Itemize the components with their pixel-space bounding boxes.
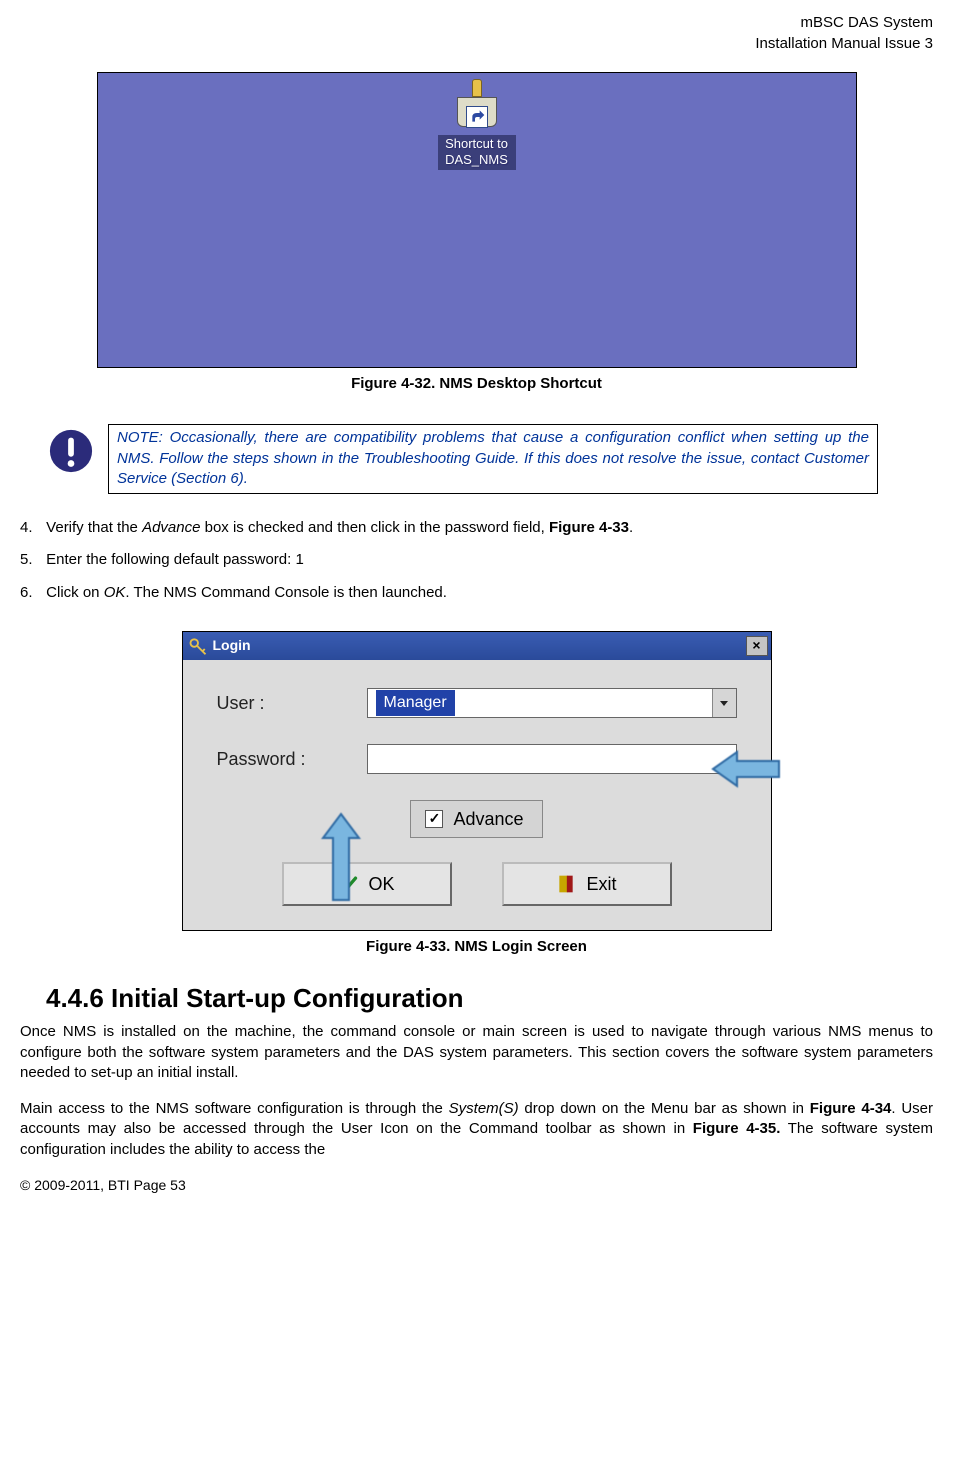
section-para-2: Main access to the NMS software configur…: [20, 1099, 933, 1160]
checkmark-icon: ✓: [429, 809, 441, 828]
step-4: 4. Verify that the Advance box is checke…: [20, 518, 933, 538]
login-titlebar: Login ×: [183, 632, 771, 660]
login-body: User : Manager Password : ✓ Advance: [183, 660, 771, 916]
user-selected-value: Manager: [376, 690, 455, 716]
advance-label: Advance: [453, 807, 523, 831]
shortcut-label-line2: DAS_NMS: [445, 152, 508, 167]
instruction-steps: 4. Verify that the Advance box is checke…: [20, 518, 933, 603]
step-5: 5. Enter the following default password:…: [20, 550, 933, 570]
das-nms-shortcut: Shortcut to DAS_NMS: [438, 79, 516, 170]
alert-icon: [48, 428, 94, 474]
shortcut-label-line1: Shortcut to: [445, 136, 508, 151]
login-title: Login: [213, 636, 251, 655]
step-6-number: 6.: [20, 583, 42, 603]
step-4-number: 4.: [20, 518, 42, 538]
figure-4-32-caption: Figure 4-32. NMS Desktop Shortcut: [20, 374, 933, 394]
ok-button-label: OK: [368, 872, 394, 896]
figure-4-33-caption: Figure 4-33. NMS Login Screen: [20, 937, 933, 957]
password-pointer-arrow: [711, 748, 781, 790]
exit-button-label: Exit: [586, 872, 616, 896]
step-4-pre: Verify that the: [46, 519, 142, 536]
step-6-pre: Click on: [46, 584, 104, 601]
advance-checkbox[interactable]: ✓: [425, 810, 443, 828]
close-icon: ×: [752, 636, 760, 655]
para2-mid1: drop down on the Menu bar as shown in: [519, 1100, 810, 1117]
user-dropdown[interactable]: Manager: [367, 688, 737, 718]
rj45-plug-icon: [457, 97, 497, 127]
header-line2: Installation Manual Issue 3: [20, 33, 933, 54]
exit-button[interactable]: Exit: [502, 862, 672, 906]
para2-bold1: Figure 4-34: [810, 1100, 892, 1117]
note-text: NOTE: Occasionally, there are compatibil…: [108, 424, 878, 494]
step-5-number: 5.: [20, 550, 42, 570]
step-4-italic: Advance: [142, 519, 200, 536]
shortcut-overlay-icon: [466, 106, 488, 128]
header-line1: mBSC DAS System: [20, 12, 933, 33]
shortcut-label: Shortcut to DAS_NMS: [438, 135, 516, 170]
advance-checkbox-group[interactable]: ✓ Advance: [410, 800, 542, 838]
user-label: User :: [217, 691, 367, 715]
para2-bold2: Figure 4-35.: [693, 1120, 781, 1137]
key-icon: [189, 637, 207, 655]
password-input[interactable]: [367, 744, 737, 774]
step-6-italic: OK: [104, 584, 126, 601]
page-header: mBSC DAS System Installation Manual Issu…: [20, 12, 933, 54]
ok-button[interactable]: OK: [282, 862, 452, 906]
plug-cable-icon: [472, 79, 482, 97]
password-label: Password :: [217, 747, 367, 771]
step-4-post: .: [629, 519, 633, 536]
step-4-bold: Figure 4-33: [549, 519, 629, 536]
note-callout: NOTE: Occasionally, there are compatibil…: [48, 424, 933, 494]
page-footer: © 2009-2011, BTI Page 53: [20, 1176, 933, 1195]
para2-italic1: System(S): [449, 1100, 519, 1117]
step-6: 6. Click on OK. The NMS Command Console …: [20, 583, 933, 603]
figure-4-33-login-screenshot: Login × User : Manager Password : ✓ Ad: [182, 631, 772, 931]
advance-pointer-arrow: [319, 812, 363, 902]
section-4-4-6-heading: 4.4.6 Initial Start-up Configuration: [46, 981, 933, 1016]
section-para-1: Once NMS is installed on the machine, th…: [20, 1022, 933, 1083]
para2-pre: Main access to the NMS software configur…: [20, 1100, 449, 1117]
step-5-text: Enter the following default password: 1: [46, 551, 304, 568]
exit-door-icon: [556, 874, 576, 894]
figure-4-32-desktop-screenshot: Shortcut to DAS_NMS: [97, 72, 857, 368]
step-4-mid: box is checked and then click in the pas…: [200, 519, 549, 536]
close-button[interactable]: ×: [746, 636, 768, 656]
step-6-post: . The NMS Command Console is then launch…: [125, 584, 447, 601]
dropdown-arrow-icon: [712, 689, 736, 717]
